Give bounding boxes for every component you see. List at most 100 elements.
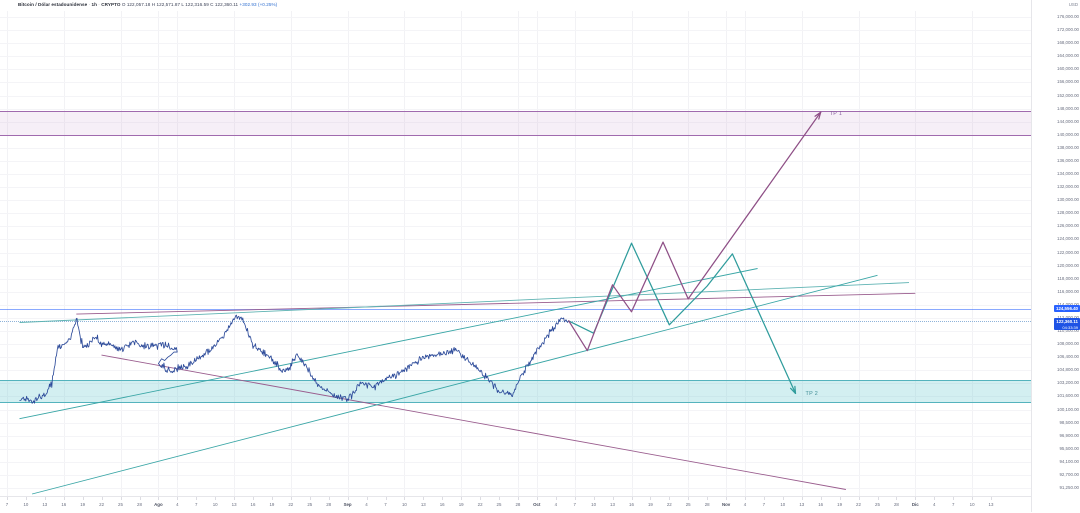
price-axis-label: 103,200.00 bbox=[1057, 380, 1079, 386]
gridline-horizontal bbox=[0, 474, 1031, 476]
gridline-horizontal bbox=[0, 43, 1031, 45]
gridline-vertical bbox=[290, 11, 292, 496]
price-line-group bbox=[19, 314, 569, 404]
price-axis-label: 144,000.00 bbox=[1057, 118, 1079, 124]
tp2-demand-zone bbox=[0, 379, 1031, 403]
gridline-horizontal bbox=[0, 357, 1031, 359]
time-axis-tick bbox=[669, 497, 671, 500]
time-axis-tick bbox=[991, 497, 992, 500]
time-axis-tick bbox=[953, 497, 955, 500]
gridline-horizontal bbox=[0, 370, 1031, 372]
time-axis-tick bbox=[25, 497, 27, 500]
gridline-vertical bbox=[972, 11, 974, 496]
time-axis-day-label: 16 bbox=[818, 502, 824, 507]
time-axis-day-label: 10 bbox=[969, 502, 975, 507]
gridline-horizontal bbox=[0, 304, 1031, 306]
time-axis-day-label: 13 bbox=[42, 502, 48, 507]
chart-drawings-overlay bbox=[19, 111, 916, 495]
price-axis-label: 118,000.00 bbox=[1057, 275, 1079, 281]
gridline-vertical bbox=[404, 11, 406, 496]
time-axis-day-label: 19 bbox=[458, 502, 464, 507]
price-axis-label: 116,000.00 bbox=[1057, 288, 1079, 294]
price-axis-label: 92,700.00 bbox=[1059, 471, 1079, 477]
gridline-vertical bbox=[347, 11, 349, 496]
time-axis-month-label: Oct bbox=[533, 502, 541, 507]
gridline-horizontal bbox=[0, 200, 1031, 202]
trendline-upper-purple-resistance bbox=[76, 292, 916, 315]
exchange-label: CRYPTO bbox=[101, 2, 121, 7]
time-axis-tick bbox=[536, 497, 538, 500]
time-axis-day-label: 22 bbox=[856, 502, 861, 507]
time-axis-day-label: 4 bbox=[176, 502, 179, 507]
gridline-horizontal bbox=[0, 69, 1031, 71]
time-axis-tick bbox=[271, 497, 273, 500]
time-axis-day-label: 10 bbox=[780, 502, 786, 507]
time-axis-day-label: 25 bbox=[496, 502, 502, 507]
time-axis-day-label: 19 bbox=[269, 502, 275, 507]
time-axis-tick bbox=[385, 497, 387, 500]
price-axis[interactable]: USD 176,000.00 172,000.00 168,000.00 164,00… bbox=[1031, 0, 1080, 512]
time-axis-tick bbox=[801, 497, 803, 500]
time-axis-day-label: 7 bbox=[5, 502, 9, 507]
gridline-vertical bbox=[726, 11, 728, 496]
gridline-horizontal bbox=[0, 331, 1031, 332]
time-axis-tick bbox=[877, 497, 879, 500]
gridline-horizontal bbox=[0, 17, 1031, 18]
last-price-tag-value: 124,556.40 bbox=[1056, 306, 1078, 312]
interval-label[interactable]: 1h bbox=[91, 2, 97, 7]
gridline-vertical bbox=[7, 11, 8, 496]
trendline-group bbox=[19, 268, 916, 495]
open-value: 122,057.18 bbox=[126, 2, 151, 7]
time-axis-tick bbox=[139, 497, 141, 500]
time-axis-tick bbox=[839, 497, 841, 500]
gridline-horizontal bbox=[0, 435, 1031, 437]
tp2-arrowhead-icon-barb-0 bbox=[789, 387, 797, 395]
tp1-annotation-label: TP 1 bbox=[829, 111, 843, 118]
time-axis-tick bbox=[745, 497, 746, 500]
time-axis-day-label: 28 bbox=[326, 502, 332, 507]
time-axis-day-label: 25 bbox=[875, 502, 880, 507]
price-axis-label: 112,000.00 bbox=[1057, 315, 1079, 321]
price-axis-label: 126,000.00 bbox=[1057, 223, 1079, 229]
symbol-name[interactable]: Bitcoin / Dólar estadounidense bbox=[18, 2, 88, 7]
last-price-tag: 124,556.40 bbox=[1054, 305, 1080, 313]
gridline-horizontal bbox=[0, 461, 1031, 463]
time-axis-day-label: 16 bbox=[439, 502, 445, 507]
gridline-vertical bbox=[120, 11, 122, 496]
time-axis-tick bbox=[101, 497, 103, 500]
time-axis-tick bbox=[63, 497, 65, 500]
gridline-vertical bbox=[915, 11, 917, 496]
time-axis-tick bbox=[593, 497, 595, 500]
price-axis-label: 152,000.00 bbox=[1057, 92, 1079, 98]
time-axis-month-label: Dic bbox=[911, 502, 919, 507]
current-price-tag: 122,360.11 04:33:39 bbox=[1054, 318, 1080, 331]
time-axis-tick bbox=[688, 497, 690, 500]
open-label: O bbox=[121, 2, 126, 7]
price-axis-label: 124,000.00 bbox=[1057, 236, 1079, 242]
time-axis-day-label: 13 bbox=[799, 502, 805, 507]
gridline-horizontal bbox=[0, 383, 1031, 385]
time-axis-day-label: 28 bbox=[515, 502, 521, 507]
time-axis-day-label: 19 bbox=[80, 502, 86, 507]
price-axis-label: 134,000.00 bbox=[1057, 171, 1079, 176]
time-axis-day-label: 10 bbox=[212, 502, 218, 507]
time-axis-tick bbox=[158, 497, 160, 500]
time-axis[interactable]: 7 10 13 16 19 22 25 28 Ago 4 7 10 13 16 19 22 25 28 Sep 4 7 1… bbox=[0, 496, 1031, 513]
time-axis-day-label: 7 bbox=[762, 502, 766, 507]
gridline-horizontal bbox=[0, 291, 1031, 293]
time-axis-day-label: 16 bbox=[629, 502, 634, 507]
close-value: 122,360.11 bbox=[214, 2, 239, 7]
price-axis-label: 91,250.00 bbox=[1059, 485, 1079, 490]
time-axis-tick bbox=[934, 497, 936, 500]
price-axis-label: 110,000.00 bbox=[1057, 328, 1079, 333]
time-axis-tick bbox=[763, 497, 765, 500]
time-axis-day-label: 25 bbox=[685, 502, 691, 507]
time-axis-month-label: Ago bbox=[154, 502, 163, 507]
gridline-vertical bbox=[631, 11, 633, 496]
time-axis-day-label: 7 bbox=[384, 502, 387, 507]
time-axis-day-label: 7 bbox=[573, 502, 576, 507]
chart-plot-area[interactable]: TP 1 TP 2 bbox=[0, 11, 1031, 496]
price-axis-label: 122,000.00 bbox=[1057, 249, 1079, 255]
header-separator-1: · bbox=[88, 2, 91, 7]
